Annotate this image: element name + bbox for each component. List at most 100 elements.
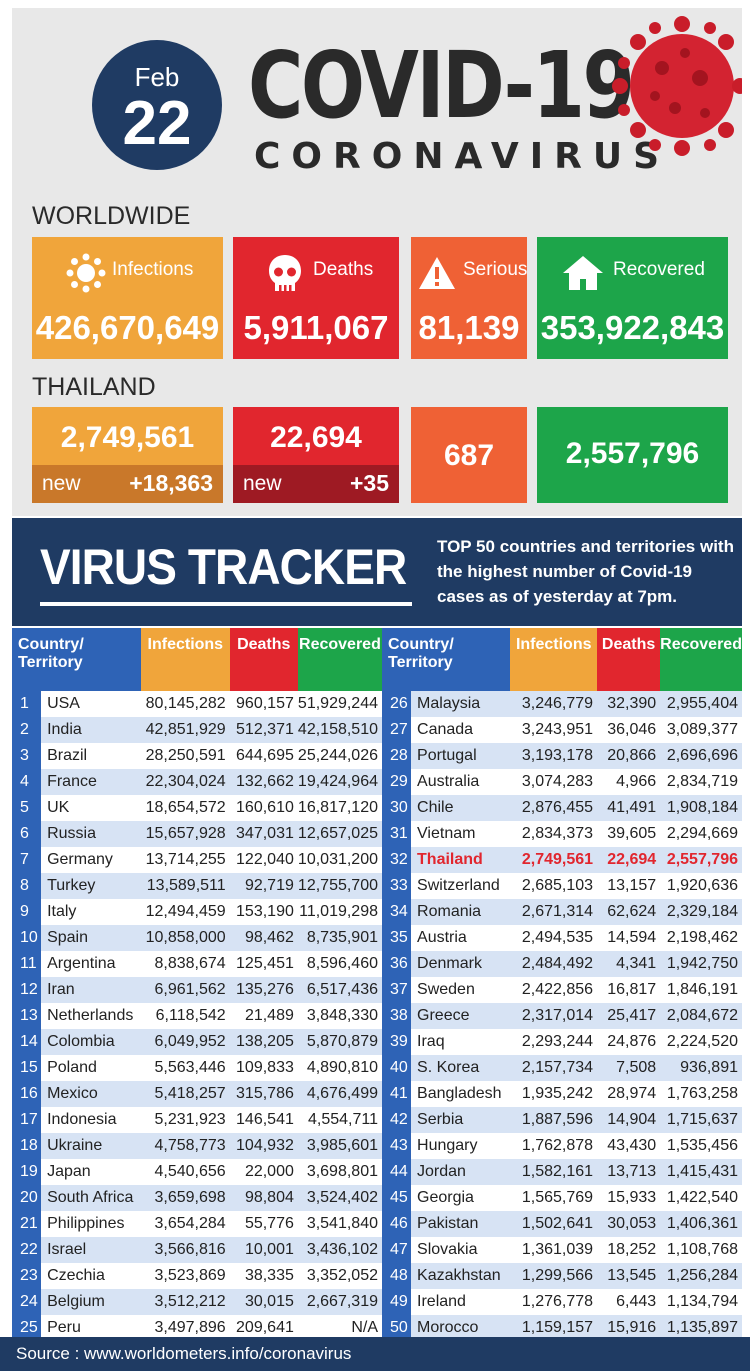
country-cell: Poland bbox=[41, 1055, 141, 1081]
table-row: 33 Switzerland 2,685,103 13,157 1,920,636 bbox=[382, 873, 742, 899]
deaths-cell: 92,719 bbox=[229, 873, 298, 899]
rank-cell: 10 bbox=[12, 925, 42, 951]
rank-cell: 34 bbox=[382, 899, 412, 925]
tracker-description: TOP 50 countries and territories with th… bbox=[437, 534, 737, 609]
recovered-cell: 2,696,696 bbox=[660, 743, 742, 769]
worldwide-recovered-value: 353,922,843 bbox=[540, 309, 725, 346]
country-cell: UK bbox=[41, 795, 141, 821]
tracker-table-left: Country/ Territory Infections Deaths Rec… bbox=[12, 628, 382, 1341]
table-row: 44 Jordan 1,582,161 13,713 1,415,431 bbox=[382, 1159, 742, 1185]
tracker-desc-bold: TOP 50 bbox=[437, 537, 495, 556]
recovered-cell: 3,089,377 bbox=[660, 717, 742, 743]
rank-cell: 28 bbox=[382, 743, 412, 769]
page-title: COVID-19 bbox=[248, 32, 635, 139]
new-deaths-value: +35 bbox=[349, 470, 389, 496]
deaths-cell: 125,451 bbox=[229, 951, 298, 977]
country-cell: Hungary bbox=[411, 1133, 511, 1159]
rank-cell: 21 bbox=[12, 1211, 42, 1237]
country-cell: South Africa bbox=[41, 1185, 141, 1211]
date-day: 22 bbox=[122, 89, 192, 158]
table-row: 11 Argentina 8,838,674 125,451 8,596,460 bbox=[12, 951, 382, 977]
recovered-cell: 2,198,462 bbox=[660, 925, 742, 951]
rank-cell: 13 bbox=[12, 1003, 42, 1029]
deaths-cell: 25,417 bbox=[597, 1003, 661, 1029]
country-cell: Brazil bbox=[41, 743, 141, 769]
rank-cell: 39 bbox=[382, 1029, 412, 1055]
worldwide-infections-box: Infections 426,670,649 bbox=[32, 237, 223, 359]
recovered-cell: 1,135,897 bbox=[660, 1315, 742, 1341]
deaths-cell: 55,776 bbox=[229, 1211, 298, 1237]
worldwide-deaths-box: Deaths 5,911,067 bbox=[233, 237, 399, 359]
infections-cell: 3,193,178 bbox=[510, 743, 598, 769]
country-cell: Canada bbox=[411, 717, 511, 743]
country-cell: Georgia bbox=[411, 1185, 511, 1211]
deaths-cell: 22,000 bbox=[229, 1159, 298, 1185]
country-cell: Ukraine bbox=[41, 1133, 141, 1159]
thailand-serious-value: 687 bbox=[443, 439, 495, 472]
deaths-cell: 62,624 bbox=[597, 899, 661, 925]
recovered-cell: 1,535,456 bbox=[660, 1133, 742, 1159]
header-deaths: Deaths bbox=[229, 628, 298, 691]
deaths-cell: 14,594 bbox=[597, 925, 661, 951]
date-badge: Feb 22 bbox=[92, 40, 222, 170]
deaths-cell: 22,694 bbox=[597, 847, 661, 873]
recovered-cell: 3,848,330 bbox=[297, 1003, 382, 1029]
thailand-infections-new: new +18,363 bbox=[32, 465, 223, 503]
infections-cell: 1,276,778 bbox=[510, 1289, 598, 1315]
rank-cell: 27 bbox=[382, 717, 412, 743]
deaths-cell: 98,462 bbox=[229, 925, 298, 951]
rank-cell: 3 bbox=[12, 743, 42, 769]
recovered-cell: 1,256,284 bbox=[660, 1263, 742, 1289]
infections-cell: 3,074,283 bbox=[510, 769, 598, 795]
deaths-cell: 24,876 bbox=[597, 1029, 661, 1055]
thailand-recovered-box: 2,557,796 bbox=[537, 407, 728, 503]
rank-cell: 15 bbox=[12, 1055, 42, 1081]
deaths-cell: 4,341 bbox=[597, 951, 661, 977]
header-deaths: Deaths bbox=[597, 628, 661, 691]
rank-cell: 48 bbox=[382, 1263, 412, 1289]
serious-label: Serious bbox=[463, 259, 528, 280]
rank-cell: 38 bbox=[382, 1003, 412, 1029]
tracker-table-right: Country/ Territory Infections Deaths Rec… bbox=[382, 628, 742, 1341]
table-row: 18 Ukraine 4,758,773 104,932 3,985,601 bbox=[12, 1133, 382, 1159]
infections-cell: 3,523,869 bbox=[140, 1263, 230, 1289]
infections-cell: 3,659,698 bbox=[140, 1185, 230, 1211]
country-cell: Portugal bbox=[411, 743, 511, 769]
deaths-cell: 132,662 bbox=[229, 769, 298, 795]
infections-cell: 2,671,314 bbox=[510, 899, 598, 925]
recovered-cell: 1,406,361 bbox=[660, 1211, 742, 1237]
new-infections-value: +18,363 bbox=[129, 470, 213, 496]
infections-cell: 1,502,641 bbox=[510, 1211, 598, 1237]
recovered-cell: 51,929,244 bbox=[297, 691, 382, 717]
country-cell: Bangladesh bbox=[411, 1081, 511, 1107]
worldwide-serious-value: 81,139 bbox=[418, 309, 520, 346]
infections-cell: 12,494,459 bbox=[140, 899, 230, 925]
table-row: 1 USA 80,145,282 960,157 51,929,244 bbox=[12, 691, 382, 717]
table-row: 41 Bangladesh 1,935,242 28,974 1,763,258 bbox=[382, 1081, 742, 1107]
rank-cell: 32 bbox=[382, 847, 412, 873]
country-cell: Netherlands bbox=[41, 1003, 141, 1029]
table-row: 7 Germany 13,714,255 122,040 10,031,200 bbox=[12, 847, 382, 873]
rank-cell: 14 bbox=[12, 1029, 42, 1055]
country-cell: India bbox=[41, 717, 141, 743]
recovered-cell: 10,031,200 bbox=[297, 847, 382, 873]
deaths-cell: 7,508 bbox=[597, 1055, 661, 1081]
deaths-cell: 13,545 bbox=[597, 1263, 661, 1289]
table-row: 19 Japan 4,540,656 22,000 3,698,801 bbox=[12, 1159, 382, 1185]
table-row: 49 Ireland 1,276,778 6,443 1,134,794 bbox=[382, 1289, 742, 1315]
country-cell: Chile bbox=[411, 795, 511, 821]
recovered-cell: 936,891 bbox=[660, 1055, 742, 1081]
recovered-cell: 2,667,319 bbox=[297, 1289, 382, 1315]
table-row: 42 Serbia 1,887,596 14,904 1,715,637 bbox=[382, 1107, 742, 1133]
infections-cell: 2,157,734 bbox=[510, 1055, 598, 1081]
header-country: Country/ Territory bbox=[12, 628, 141, 691]
country-cell: Argentina bbox=[41, 951, 141, 977]
infections-cell: 2,422,856 bbox=[510, 977, 598, 1003]
table-row: 47 Slovakia 1,361,039 18,252 1,108,768 bbox=[382, 1237, 742, 1263]
rank-cell: 11 bbox=[12, 951, 42, 977]
table-row: 14 Colombia 6,049,952 138,205 5,870,879 bbox=[12, 1029, 382, 1055]
infections-cell: 28,250,591 bbox=[140, 743, 230, 769]
recovered-cell: 4,554,711 bbox=[297, 1107, 382, 1133]
deaths-cell: 30,053 bbox=[597, 1211, 661, 1237]
infections-cell: 6,961,562 bbox=[140, 977, 230, 1003]
